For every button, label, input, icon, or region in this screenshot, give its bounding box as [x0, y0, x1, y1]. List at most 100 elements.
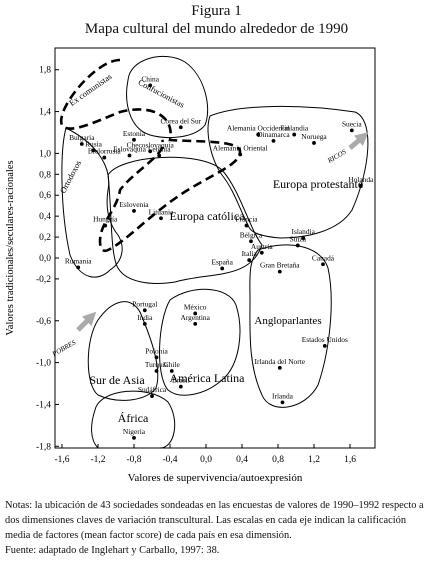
point-label: Hungría: [93, 215, 118, 224]
point-label: México: [184, 302, 207, 311]
data-point: [142, 308, 147, 313]
data-point: [247, 258, 252, 262]
data-point: [169, 369, 174, 373]
point-label: Suiza: [290, 234, 307, 243]
data-point: [295, 243, 300, 248]
data-point: [132, 436, 136, 440]
region-label-europa-catolica: Europa católica: [170, 209, 246, 223]
region-label-angloparlantes: Angloparlantes: [254, 315, 321, 327]
point-label: Letonia: [148, 144, 171, 153]
point-label: Canadá: [312, 253, 335, 262]
data-point: [178, 125, 183, 130]
data-point: [244, 223, 249, 228]
data-point: [157, 153, 162, 158]
point-label: Francia: [235, 215, 258, 224]
data-point: [91, 148, 96, 153]
data-point: [358, 183, 363, 188]
x-tick-label: 1,6: [344, 455, 356, 465]
point-label: Irlanda del Norte: [255, 357, 306, 366]
x-tick-label: -0,8: [126, 455, 141, 465]
point-label: España: [212, 257, 234, 266]
plot-frame: [54, 47, 376, 449]
point-label: Dinamarca: [257, 130, 290, 139]
point-label: Rusia: [85, 139, 103, 148]
cultural-map-chart: China Corea del Sur Bulgaria Estonia RusiaBi…: [5, 47, 376, 484]
region-labels: Confucionistas Europa protestante Europa c…: [50, 71, 363, 425]
point-label: Polonia: [145, 346, 168, 355]
data-point: [249, 239, 253, 244]
point-label: Estados Unidos: [302, 335, 348, 344]
data-point: [321, 262, 325, 267]
data-point: [148, 83, 153, 88]
point-label: Irlanda: [272, 391, 294, 400]
y-tick-label: 0,6: [39, 191, 51, 201]
data-point: [79, 142, 84, 146]
x-tick-label: 1,2: [308, 455, 320, 465]
y-tick-label: -1,8: [36, 442, 51, 452]
data-point: [127, 153, 132, 158]
point-label: Argentina: [180, 313, 210, 322]
point-label: Brasil: [172, 376, 190, 385]
data-point: [132, 209, 136, 213]
figure-title: Figura 1: [191, 3, 242, 19]
point-label: Lituania: [149, 207, 174, 216]
region-label-europa-protestante: Europa protestante: [273, 177, 363, 191]
point-label: Rumania: [65, 256, 92, 265]
point-label: Suecia: [342, 119, 362, 128]
y-tick-label: -0,2: [36, 275, 51, 285]
point-label: Portugal: [132, 299, 157, 308]
data-point: [193, 321, 198, 326]
point-label: Nigeria: [123, 427, 146, 436]
point-label: Sudáfrica: [138, 385, 167, 394]
point-label: Alemania Occidental: [227, 124, 290, 133]
point-label: Alemania Oriental: [213, 143, 268, 152]
x-tick-label: 0,0: [200, 455, 212, 465]
data-point: [322, 343, 327, 348]
point-label: Austria: [251, 242, 273, 251]
point-label: Islandia: [291, 227, 315, 236]
point-label: Turquía: [145, 360, 169, 369]
point-label: Noruega: [301, 132, 327, 141]
region-label-ortodoxos: Ortodoxos: [58, 158, 84, 194]
data-point: [312, 141, 316, 145]
point-label: India: [137, 313, 153, 322]
y-tick-label: 1,8: [39, 66, 51, 76]
y-tick-label: 0,4: [39, 212, 51, 222]
data-point: [220, 266, 225, 271]
point-label: Corea del Sur: [160, 116, 201, 125]
data-point: [259, 250, 264, 255]
data-point: [102, 155, 107, 160]
data-point: [178, 384, 183, 389]
point-label: Gran Bretaña: [260, 261, 300, 270]
x-tick-label: -0,4: [162, 455, 177, 465]
point-label: Bélgica: [240, 230, 263, 239]
y-tick-label: 1,4: [39, 108, 51, 118]
point-label: Finlandia: [280, 124, 309, 133]
arrow-pobres-head: [82, 311, 97, 326]
figure-source: Fuente: adaptado de Inglehart y Carballo…: [5, 545, 220, 556]
plot-border: [54, 47, 376, 449]
data-point: [271, 138, 276, 143]
arrow-label-pobres: POBRES: [50, 338, 78, 359]
x-tick-label: -1,2: [90, 455, 105, 465]
x-axis-label: Valores de supervivencia/autoexpresión: [128, 472, 303, 484]
region-label-africa: África: [118, 411, 149, 425]
region-sur-de-asia: [87, 301, 159, 401]
region-outlines: [59, 55, 369, 449]
data-point: [193, 311, 198, 316]
data-point: [277, 365, 282, 370]
x-tick-label: 0,8: [272, 455, 284, 465]
x-tick-label: -1,6: [54, 455, 69, 465]
figure-subtitle: Mapa cultural del mundo alrededor de 199…: [84, 21, 349, 37]
region-confucionistas: [126, 55, 209, 138]
axes: -1,6 -1,2 -0,8 -0,4 0,0 0,4 0,8 1,2 1,6 1,8 1,4 1,0…: [5, 66, 356, 484]
region-label-america-latina: América Latina: [170, 371, 246, 385]
region-angloparlantes: [249, 244, 332, 408]
data-point: [256, 132, 261, 137]
data-points: China Corea del Sur Bulgaria Estonia RusiaBi…: [65, 74, 374, 440]
data-point: [277, 269, 282, 274]
y-tick-label: 0,2: [39, 233, 51, 243]
data-point: [238, 152, 243, 157]
y-tick-label: 0,8: [39, 170, 51, 180]
y-tick-label: -0,6: [36, 317, 51, 327]
